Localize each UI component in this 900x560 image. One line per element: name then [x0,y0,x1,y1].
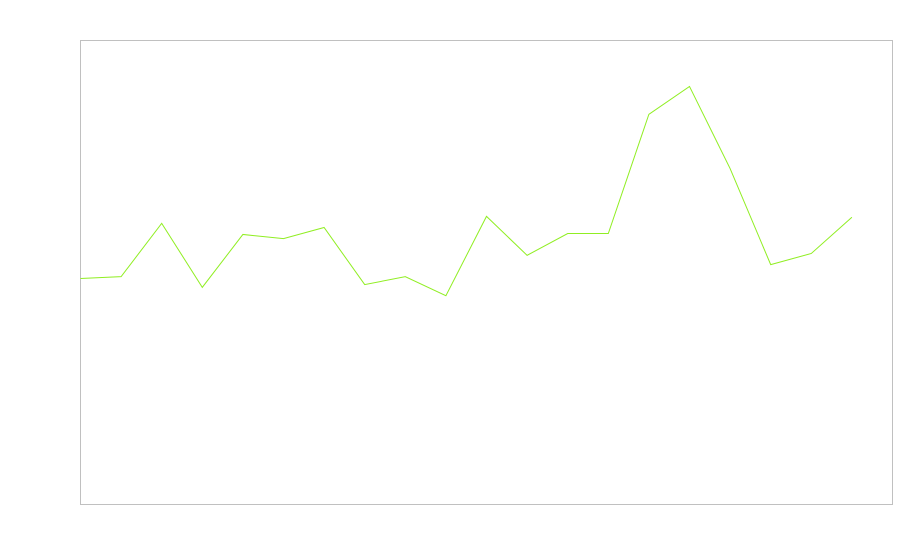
series-line-0 [80,85,853,297]
series-layer [80,85,853,297]
plot-frame [80,40,893,505]
